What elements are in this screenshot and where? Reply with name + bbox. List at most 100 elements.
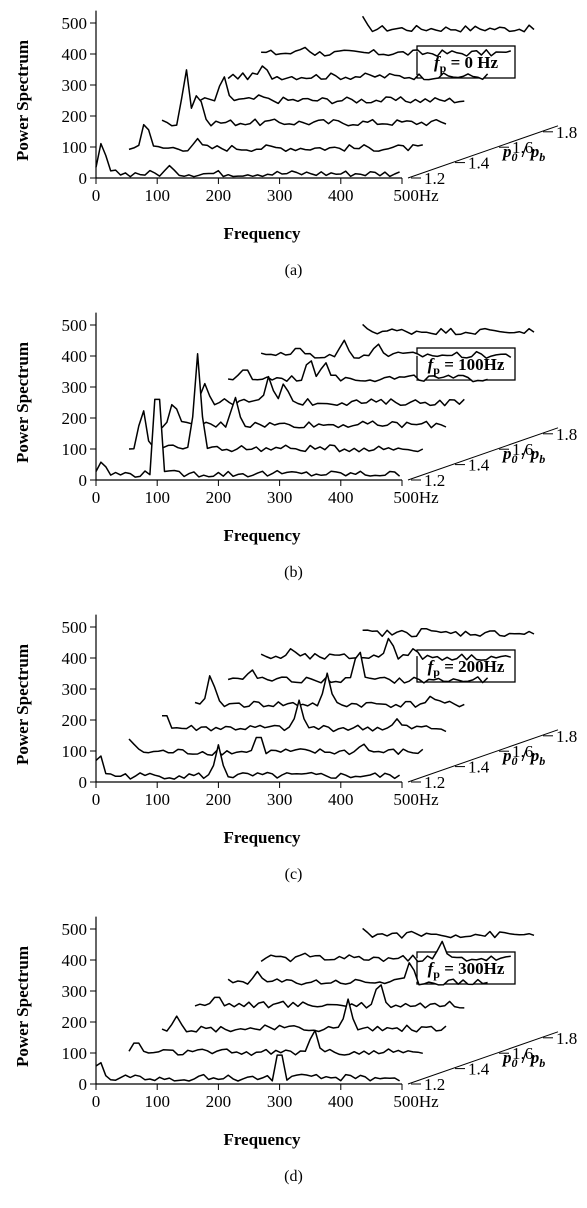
x-axis-label: Frequency <box>223 526 301 545</box>
z-tick-label: 1.4 <box>468 758 490 777</box>
fp-label-text: fp = 0 Hz <box>434 53 499 75</box>
z-tick-label: 1.2 <box>424 471 445 490</box>
x-tick-label: 400 <box>328 488 354 507</box>
z-axis-label: p0 / pb <box>501 746 545 768</box>
x-tick-label: 400 <box>328 186 354 205</box>
spectrum-line-5 <box>227 65 489 81</box>
x-tick-label: 500Hz <box>393 186 439 205</box>
spectrum-line-7 <box>361 15 535 33</box>
z-tick-label: 1.4 <box>468 154 490 173</box>
z-tick-label: 1.2 <box>424 169 445 188</box>
z-tick-label: 1.8 <box>556 425 577 444</box>
spectrum-line-3 <box>162 699 447 733</box>
z-axis-line <box>407 427 559 481</box>
spectrum-line-1 <box>95 398 401 478</box>
x-tick-label: 300 <box>267 186 293 205</box>
x-tick-label: 400 <box>328 790 354 809</box>
chart-svg-a: 0 100 200 300 400 500 Power Spectrum 0 100 200 300… <box>13 10 577 243</box>
y-tick-label: 100 <box>62 440 88 459</box>
spectrum-line-6 <box>260 940 511 963</box>
fp-label-text: fp = 100Hz <box>428 355 505 377</box>
z-tick-label: 1.8 <box>556 1029 577 1048</box>
x-axis-label: Frequency <box>223 1130 301 1149</box>
spectrum-line-3 <box>161 69 447 127</box>
y-axis-label: Power Spectrum <box>13 40 32 161</box>
y-tick-label: 200 <box>62 1013 88 1032</box>
x-tick-label: 0 <box>92 186 101 205</box>
x-tick-label: 0 <box>92 1092 101 1111</box>
y-tick-label: 200 <box>62 107 88 126</box>
z-axis-line <box>407 729 559 783</box>
chart-panel-b: 0 100 200 300 400 500 Power Spectrum 0 100 200 300… <box>0 302 587 604</box>
x-tick-label: 200 <box>206 186 232 205</box>
spectrum-line-4 <box>194 672 465 709</box>
x-axis-label: Frequency <box>223 224 301 243</box>
spectrum-line-4 <box>194 984 465 1009</box>
y-tick-label: 300 <box>62 378 88 397</box>
panel-caption-c: (c) <box>284 866 303 883</box>
x-tick-label: 100 <box>144 1092 170 1111</box>
spectrum-line-1 <box>95 142 400 178</box>
panel-caption-b: (b) <box>284 564 303 581</box>
spectrum-line-7 <box>362 323 535 336</box>
x-tick-label: 200 <box>206 790 232 809</box>
y-tick-label: 300 <box>62 680 88 699</box>
x-tick-label: 300 <box>267 488 293 507</box>
spectrum-line-6 <box>260 339 512 359</box>
z-tick-label: 1.6 <box>512 742 533 761</box>
z-tick-label: 1.4 <box>468 456 490 475</box>
x-tick-label: 500Hz <box>393 488 439 507</box>
panel-caption-d: (d) <box>284 1168 303 1185</box>
y-tick-label: 200 <box>62 711 88 730</box>
x-tick-label: 200 <box>206 488 232 507</box>
x-tick-label: 100 <box>144 790 170 809</box>
chart-svg-d: 0 100 200 300 400 500 Power Spectrum 0 100 200 300… <box>13 916 577 1149</box>
x-axis-label: Frequency <box>223 828 301 847</box>
spectrum-line-5 <box>227 360 488 383</box>
y-tick-label: 0 <box>79 471 88 490</box>
z-tick-label: 1.8 <box>556 123 577 142</box>
y-tick-label: 100 <box>62 1044 88 1063</box>
y-axis-label: Power Spectrum <box>13 342 32 463</box>
z-axis-label: p0 / pb <box>501 142 545 164</box>
y-tick-label: 400 <box>62 347 88 366</box>
panel-caption-a: (a) <box>284 262 303 279</box>
x-tick-label: 0 <box>92 488 101 507</box>
y-tick-label: 500 <box>62 618 88 637</box>
y-axis-label: Power Spectrum <box>13 644 32 765</box>
z-axis-line <box>407 1031 559 1085</box>
z-tick-label: 1.2 <box>424 1075 445 1094</box>
y-tick-label: 300 <box>62 76 88 95</box>
spectrum-line-6 <box>261 46 512 57</box>
z-tick-label: 1.8 <box>556 727 577 746</box>
y-tick-label: 100 <box>62 742 88 761</box>
z-axis-label: p0 / pb <box>501 1048 545 1070</box>
x-tick-label: 400 <box>328 1092 354 1111</box>
z-tick-label: 1.6 <box>512 440 533 459</box>
y-tick-label: 300 <box>62 982 88 1001</box>
spectrum-line-7 <box>362 627 535 638</box>
spectrum-line-3 <box>161 396 447 429</box>
spectrum-line-2 <box>128 736 424 756</box>
z-tick-label: 1.6 <box>512 138 533 157</box>
y-tick-label: 400 <box>62 649 88 668</box>
z-tick-label: 1.2 <box>424 773 445 792</box>
chart-svg-c: 0 100 200 300 400 500 Power Spectrum 0 100 200 300… <box>13 614 577 847</box>
fp-label-text: fp = 300Hz <box>428 959 505 981</box>
spectrum-line-4 <box>194 375 465 407</box>
spectrum-line-2 <box>128 1029 423 1057</box>
chart-svg-b: 0 100 200 300 400 500 Power Spectrum 0 100 200 300… <box>13 312 577 545</box>
z-axis-label: p0 / pb <box>501 444 545 466</box>
y-tick-label: 0 <box>79 1075 88 1094</box>
z-tick-label: 1.6 <box>512 1044 533 1063</box>
y-tick-label: 400 <box>62 45 88 64</box>
y-tick-label: 100 <box>62 138 88 157</box>
spectrum-line-1 <box>95 744 401 780</box>
spectrum-line-5 <box>227 651 489 684</box>
fp-label-box <box>416 347 516 381</box>
chart-panel-a: 0 100 200 300 400 500 Power Spectrum 0 100 200 300… <box>0 0 587 302</box>
y-tick-label: 0 <box>79 169 88 188</box>
fp-label-text: fp = 200Hz <box>428 657 505 679</box>
z-tick-label: 1.4 <box>468 1060 490 1079</box>
spectrum-line-7 <box>362 927 535 939</box>
